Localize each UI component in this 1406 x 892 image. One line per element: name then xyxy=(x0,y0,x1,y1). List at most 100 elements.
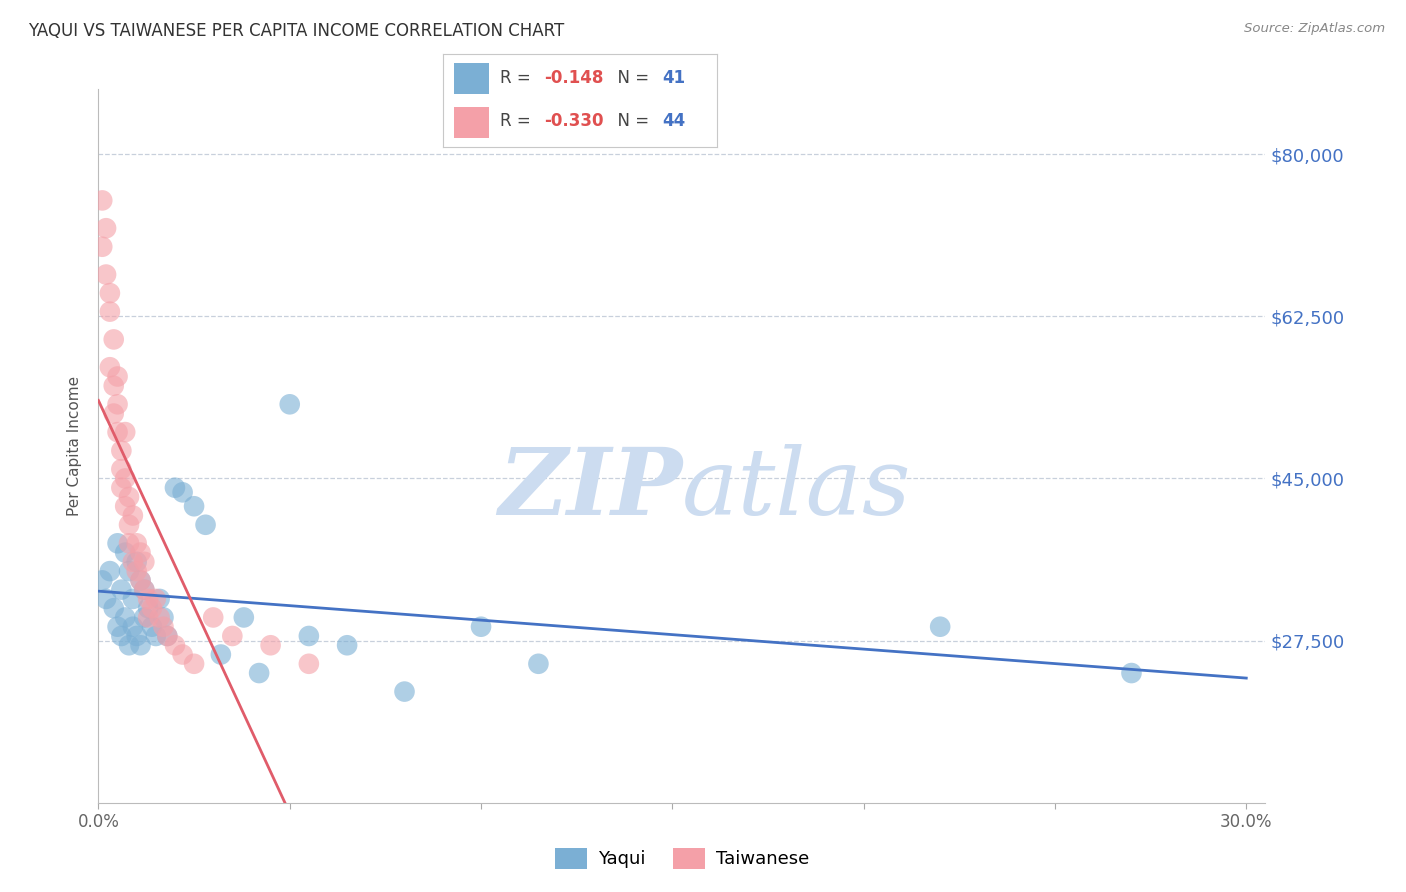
Text: N =: N = xyxy=(607,70,655,87)
Point xyxy=(202,610,225,624)
Point xyxy=(110,481,132,495)
Point xyxy=(91,194,114,208)
Point xyxy=(129,638,152,652)
Point xyxy=(136,601,159,615)
Point xyxy=(163,481,186,495)
Point xyxy=(129,574,152,588)
Point xyxy=(125,629,148,643)
Point xyxy=(221,629,243,643)
Point xyxy=(145,591,167,606)
Text: YAQUI VS TAIWANESE PER CAPITA INCOME CORRELATION CHART: YAQUI VS TAIWANESE PER CAPITA INCOME COR… xyxy=(28,22,564,40)
Point xyxy=(129,574,152,588)
Point xyxy=(107,425,129,439)
Point xyxy=(1121,666,1143,681)
Point xyxy=(145,629,167,643)
Point xyxy=(125,564,148,578)
Point xyxy=(121,508,143,523)
Point xyxy=(107,397,129,411)
Point xyxy=(114,545,136,559)
Point xyxy=(103,407,125,421)
Point xyxy=(118,638,141,652)
Y-axis label: Per Capita Income: Per Capita Income xyxy=(67,376,83,516)
Point xyxy=(152,620,174,634)
Point xyxy=(110,582,132,597)
Point xyxy=(114,610,136,624)
Point xyxy=(103,378,125,392)
Point xyxy=(156,629,179,643)
Point xyxy=(336,638,359,652)
Text: R =: R = xyxy=(501,112,537,130)
Point xyxy=(98,360,121,375)
Bar xyxy=(454,107,489,138)
Point xyxy=(134,582,156,597)
Point xyxy=(118,517,141,532)
Text: 41: 41 xyxy=(662,70,685,87)
Point xyxy=(107,536,129,550)
Point xyxy=(121,555,143,569)
Point xyxy=(114,471,136,485)
Point xyxy=(118,536,141,550)
Point xyxy=(298,657,321,671)
Point xyxy=(470,620,492,634)
Point xyxy=(103,333,125,347)
Point xyxy=(129,545,152,559)
Text: 44: 44 xyxy=(662,112,686,130)
Point xyxy=(94,268,117,282)
Point xyxy=(172,648,194,662)
Point xyxy=(152,610,174,624)
Point xyxy=(163,638,186,652)
Point xyxy=(94,591,117,606)
Point xyxy=(136,591,159,606)
Bar xyxy=(454,63,489,94)
Point xyxy=(247,666,270,681)
Point xyxy=(98,304,121,318)
Point xyxy=(134,582,156,597)
Point xyxy=(929,620,952,634)
Text: Source: ZipAtlas.com: Source: ZipAtlas.com xyxy=(1244,22,1385,36)
Point xyxy=(141,601,163,615)
Point xyxy=(114,425,136,439)
Point xyxy=(141,620,163,634)
Point xyxy=(103,601,125,615)
Point xyxy=(118,564,141,578)
Point xyxy=(98,286,121,301)
Point xyxy=(172,485,194,500)
Text: atlas: atlas xyxy=(682,444,911,533)
Point xyxy=(394,684,416,698)
Point xyxy=(110,443,132,458)
Point xyxy=(114,500,136,514)
Point xyxy=(209,648,232,662)
Point xyxy=(298,629,321,643)
Point xyxy=(125,536,148,550)
Point xyxy=(118,490,141,504)
Point xyxy=(259,638,281,652)
Point xyxy=(278,397,301,411)
Point xyxy=(527,657,550,671)
Text: R =: R = xyxy=(501,70,537,87)
Point xyxy=(91,574,114,588)
Legend: Yaqui, Taiwanese: Yaqui, Taiwanese xyxy=(547,840,817,876)
Point xyxy=(94,221,117,235)
Point xyxy=(136,610,159,624)
Point xyxy=(98,564,121,578)
Point xyxy=(110,462,132,476)
Point xyxy=(194,517,217,532)
Point xyxy=(134,610,156,624)
Point xyxy=(121,620,143,634)
Point xyxy=(110,629,132,643)
Point xyxy=(149,610,172,624)
Text: -0.148: -0.148 xyxy=(544,70,603,87)
Point xyxy=(121,591,143,606)
Point xyxy=(125,555,148,569)
Point xyxy=(183,657,205,671)
Text: -0.330: -0.330 xyxy=(544,112,603,130)
Text: N =: N = xyxy=(607,112,655,130)
Point xyxy=(149,591,172,606)
Text: ZIP: ZIP xyxy=(498,444,682,533)
Point xyxy=(232,610,254,624)
Point xyxy=(107,369,129,384)
Point xyxy=(91,240,114,254)
Point xyxy=(107,620,129,634)
Point xyxy=(183,500,205,514)
Point xyxy=(156,629,179,643)
